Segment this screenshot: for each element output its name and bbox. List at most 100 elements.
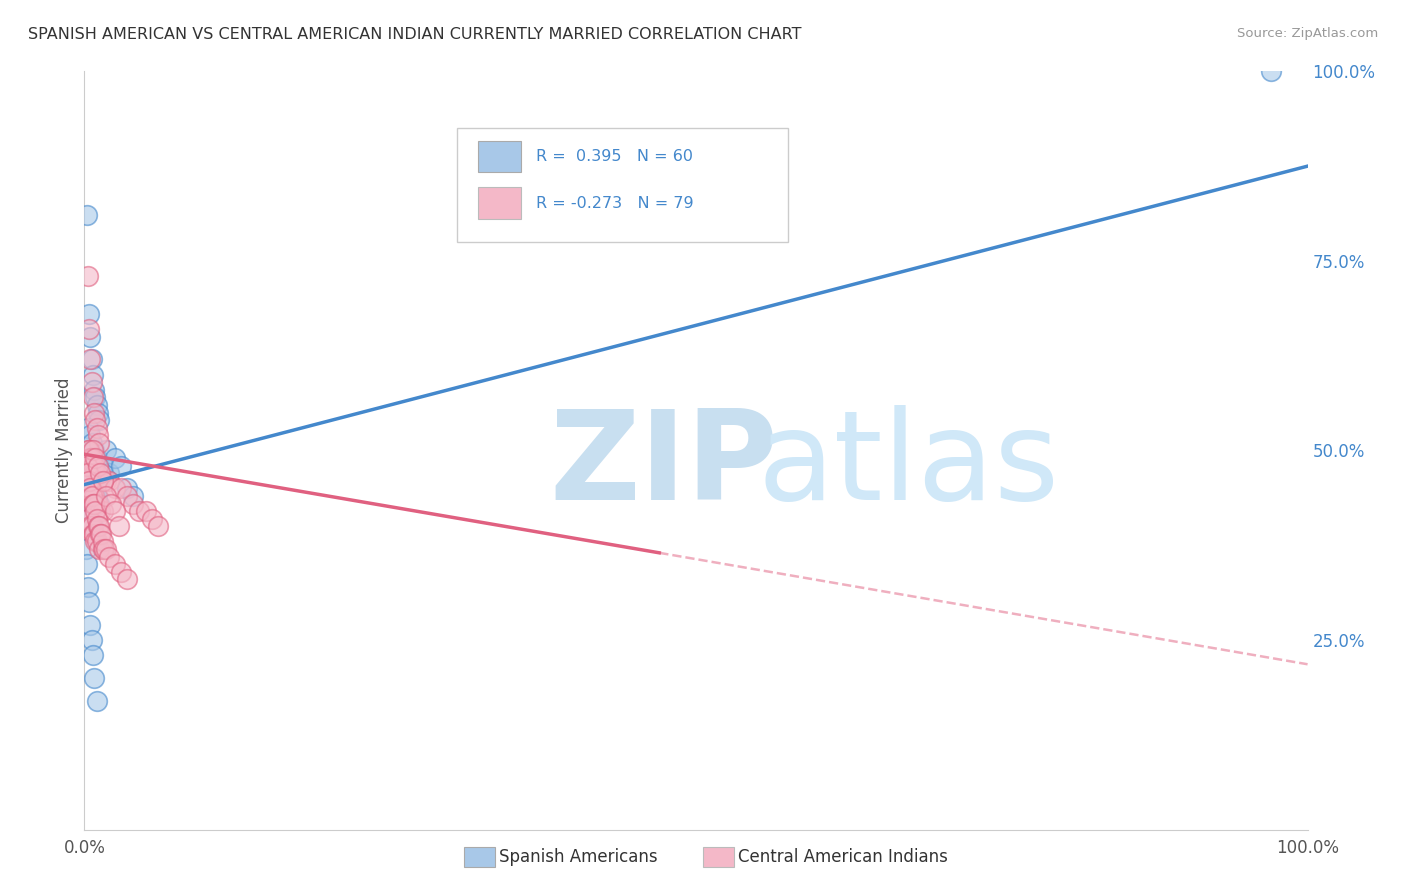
Point	[77, 580, 100, 594]
Text: Source: ZipAtlas.com: Source: ZipAtlas.com	[1237, 27, 1378, 40]
Point	[82, 496, 104, 510]
Point	[89, 526, 111, 541]
Point	[82, 391, 104, 405]
Point	[77, 474, 100, 488]
Point	[83, 482, 105, 496]
Point	[122, 489, 145, 503]
Text: Central American Indians: Central American Indians	[738, 848, 948, 866]
Point	[135, 504, 157, 518]
Point	[104, 482, 127, 496]
Point	[83, 383, 105, 397]
Point	[86, 512, 108, 526]
Point	[83, 526, 105, 541]
Point	[77, 474, 100, 488]
Point	[87, 474, 110, 488]
Point	[96, 443, 118, 458]
Point	[141, 512, 163, 526]
Point	[82, 443, 104, 458]
Point	[96, 474, 118, 488]
Point	[91, 474, 114, 488]
Point	[77, 307, 100, 321]
Point	[84, 467, 107, 481]
Point	[76, 458, 98, 473]
Point	[87, 405, 110, 420]
Point	[91, 458, 114, 473]
Point	[79, 352, 101, 367]
Point	[87, 519, 110, 533]
Point	[89, 504, 111, 518]
Text: ZIP: ZIP	[550, 405, 778, 526]
Point	[83, 496, 105, 510]
Point	[82, 489, 104, 503]
Point	[77, 467, 100, 481]
Point	[84, 489, 107, 503]
Point	[79, 512, 101, 526]
Point	[96, 542, 118, 557]
Point	[97, 467, 120, 481]
Point	[83, 474, 105, 488]
Point	[91, 504, 114, 518]
Point	[115, 489, 138, 503]
Point	[84, 474, 107, 488]
Point	[86, 534, 108, 549]
Point	[80, 451, 103, 466]
Point	[115, 573, 138, 587]
Text: atlas: atlas	[758, 405, 1059, 526]
Point	[91, 542, 114, 557]
Point	[82, 526, 104, 541]
Point	[77, 512, 100, 526]
Point	[80, 482, 103, 496]
Point	[77, 269, 100, 284]
Text: Spanish Americans: Spanish Americans	[499, 848, 658, 866]
Point	[87, 436, 110, 450]
Point	[87, 519, 110, 533]
Point	[80, 519, 103, 533]
Point	[100, 496, 122, 510]
Point	[87, 458, 110, 473]
Point	[75, 542, 97, 557]
Point	[91, 534, 114, 549]
Point	[146, 519, 169, 533]
Point	[87, 428, 110, 442]
Point	[79, 519, 101, 533]
Point	[87, 496, 110, 510]
Point	[80, 376, 103, 390]
Point	[82, 648, 104, 662]
Point	[86, 496, 108, 510]
Point	[97, 549, 120, 564]
Point	[82, 474, 104, 488]
Point	[110, 565, 132, 579]
Point	[77, 595, 100, 609]
Point	[104, 504, 127, 518]
Point	[86, 451, 108, 466]
Point	[110, 458, 132, 473]
Point	[97, 474, 120, 488]
Point	[80, 482, 103, 496]
Point	[83, 671, 105, 685]
Point	[80, 519, 103, 533]
Point	[77, 512, 100, 526]
Point	[80, 633, 103, 648]
Point	[122, 496, 145, 510]
Point	[1260, 64, 1282, 78]
Point	[83, 458, 105, 473]
FancyBboxPatch shape	[478, 187, 522, 219]
Point	[80, 467, 103, 481]
Point	[84, 451, 107, 466]
Point	[86, 474, 108, 488]
Point	[93, 542, 115, 557]
Point	[83, 489, 105, 503]
Point	[87, 458, 110, 473]
Point	[77, 421, 100, 435]
Point	[84, 413, 107, 427]
Point	[80, 352, 103, 367]
Point	[89, 467, 111, 481]
Point	[84, 504, 107, 518]
Point	[84, 391, 107, 405]
Point	[80, 489, 103, 503]
Text: R = -0.273   N = 79: R = -0.273 N = 79	[536, 195, 693, 211]
Point	[107, 519, 129, 533]
Point	[104, 451, 127, 466]
Point	[82, 458, 104, 473]
Point	[86, 489, 108, 503]
